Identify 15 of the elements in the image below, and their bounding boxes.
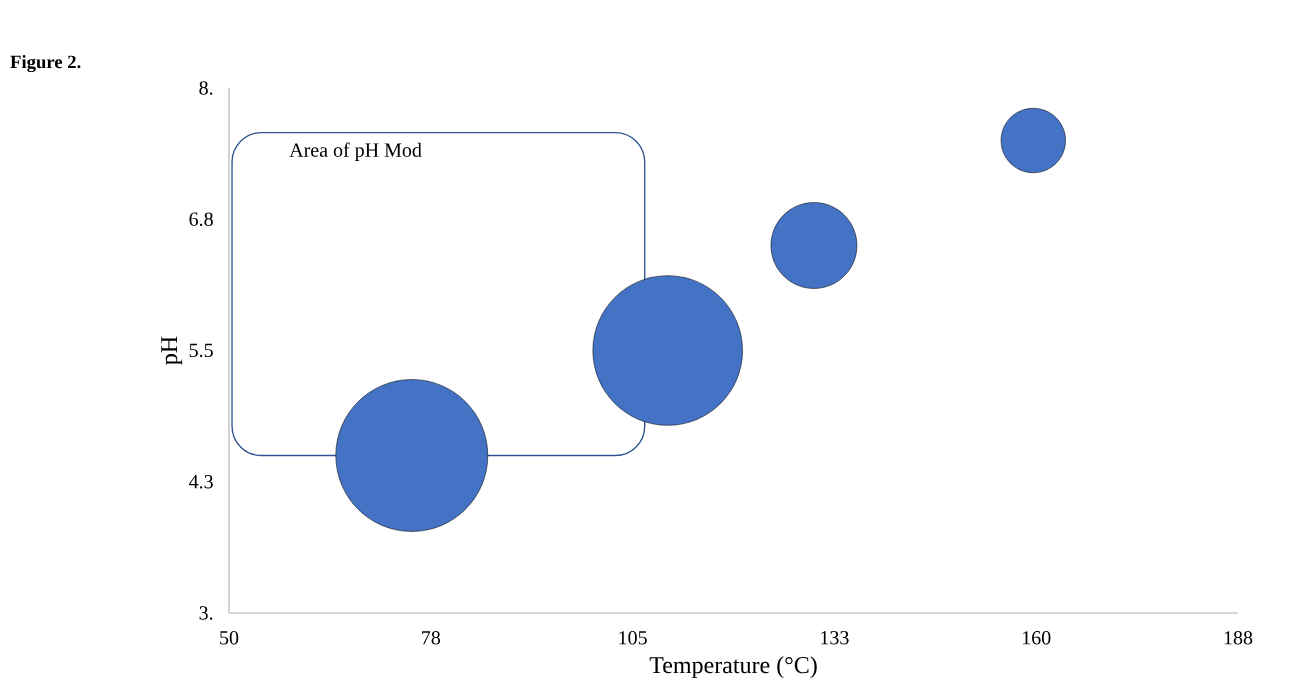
y-axis-title: pH bbox=[161, 336, 183, 365]
x-tick-label: 105 bbox=[619, 631, 647, 645]
y-tick-label: 3. bbox=[199, 606, 213, 620]
annotation: Area of pH Mod bbox=[289, 142, 422, 161]
y-tick-label: 4.3 bbox=[189, 474, 213, 489]
y-tick-label: 8. bbox=[199, 81, 213, 95]
x-tick-label: 188 bbox=[1224, 631, 1253, 645]
y-tick-label: 6.8 bbox=[189, 212, 213, 227]
x-tick-label: 133 bbox=[821, 631, 849, 645]
x-axis-title: Temperature (°C) bbox=[649, 656, 817, 679]
x-tick-label: 50 bbox=[220, 631, 239, 645]
y-tick-label: 5.5 bbox=[189, 343, 213, 358]
text: Figure 2. bbox=[10, 55, 81, 73]
x-tick-label: 160 bbox=[1022, 631, 1051, 645]
x-tick-label: 78 bbox=[422, 631, 441, 645]
